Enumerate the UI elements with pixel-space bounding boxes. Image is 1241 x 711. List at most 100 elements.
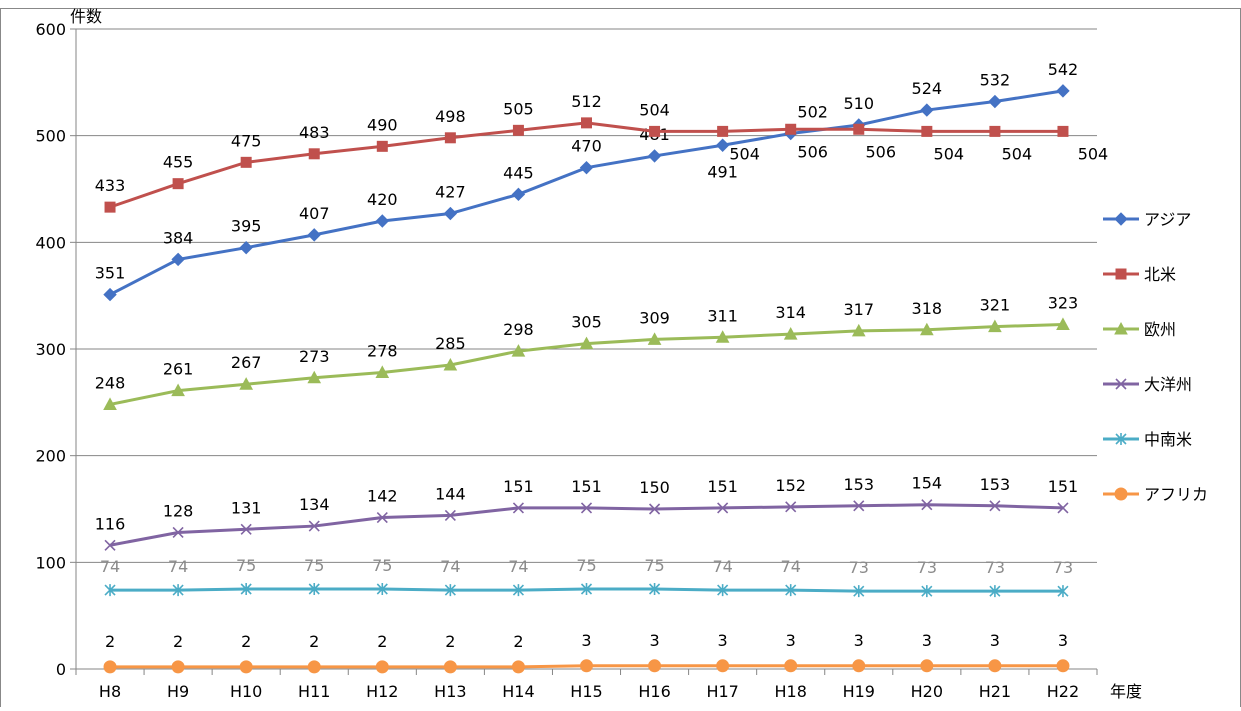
x-axis-title: 年度 [1110, 682, 1142, 701]
data-point [443, 660, 457, 674]
data-point [920, 659, 934, 673]
data-label: 2 [173, 632, 183, 651]
data-label: 384 [163, 228, 194, 247]
data-point [919, 322, 934, 336]
data-label: 151 [571, 477, 602, 496]
data-point [239, 240, 253, 255]
x-tick-label: H8 [99, 682, 121, 701]
data-label: 134 [299, 495, 330, 514]
data-label: 407 [299, 204, 330, 223]
data-label: 153 [843, 475, 874, 494]
x-tick-label: H17 [706, 682, 738, 701]
data-point [988, 94, 1002, 109]
x-tick-label: H14 [502, 682, 534, 701]
data-point [717, 502, 729, 514]
data-point [511, 344, 526, 357]
data-point [376, 583, 388, 595]
data-point [717, 125, 729, 137]
x-tick-label: H10 [230, 682, 262, 701]
data-label: 321 [980, 296, 1011, 315]
data-point [240, 523, 252, 535]
data-label: 512 [571, 92, 602, 111]
data-point [715, 330, 730, 343]
data-point [443, 357, 458, 371]
data-point [103, 397, 117, 410]
data-point [172, 178, 184, 190]
y-tick-label: 200 [35, 447, 66, 466]
data-label: 504 [1078, 144, 1109, 163]
data-point [239, 377, 254, 390]
data-point [717, 584, 729, 597]
data-label: 74 [508, 557, 528, 576]
data-label: 506 [797, 142, 828, 161]
data-label: 151 [707, 477, 738, 496]
data-point [649, 503, 661, 515]
data-point [444, 584, 456, 597]
data-label: 2 [377, 632, 387, 651]
data-label: 3 [581, 631, 591, 650]
data-point [512, 584, 524, 597]
data-label: 3 [990, 631, 1000, 650]
data-label: 524 [912, 79, 943, 98]
data-point [375, 214, 390, 228]
legend-entry: 大洋州 [1144, 375, 1192, 394]
data-point [988, 659, 1002, 673]
data-label: 75 [644, 556, 664, 575]
y-tick-label: 100 [35, 553, 66, 572]
data-point [715, 138, 730, 152]
data-label: 2 [241, 632, 251, 651]
data-point [783, 327, 798, 340]
data-point [921, 125, 933, 137]
data-label: 128 [163, 501, 194, 520]
data-point [853, 585, 865, 598]
data-point [104, 584, 116, 597]
data-point [851, 323, 866, 337]
x-tick-label: H12 [366, 682, 398, 701]
data-point [375, 365, 390, 378]
data-label: 490 [367, 115, 398, 134]
chart-border [0, 8, 1241, 711]
data-point [1057, 502, 1069, 514]
x-tick-label: H13 [434, 682, 466, 701]
data-point [853, 500, 865, 512]
data-point [989, 500, 1001, 512]
data-label: 455 [163, 153, 194, 172]
data-label: 74 [100, 557, 120, 576]
data-label: 510 [843, 94, 874, 113]
data-label: 420 [367, 190, 398, 209]
data-point [853, 123, 865, 135]
data-point [785, 584, 797, 597]
data-label: 74 [440, 557, 460, 576]
data-point [376, 140, 388, 152]
data-point [580, 502, 593, 514]
data-label: 151 [1048, 477, 1079, 496]
data-point [444, 132, 456, 144]
data-label: 2 [445, 632, 455, 651]
data-label: 504 [934, 144, 965, 163]
data-point [512, 124, 524, 136]
data-label: 317 [843, 300, 874, 319]
data-point [989, 125, 1001, 137]
data-label: 491 [707, 162, 738, 181]
legend-entry: 欧州 [1144, 320, 1176, 339]
data-point [1056, 84, 1070, 98]
data-point [1057, 585, 1069, 598]
data-label: 74 [168, 557, 188, 576]
data-label: 498 [435, 107, 466, 126]
data-point [104, 201, 116, 213]
x-tick-label: H19 [843, 682, 875, 701]
legend-entry: 中南米 [1144, 430, 1192, 449]
data-label: 150 [639, 478, 670, 497]
data-point [104, 539, 116, 551]
data-label: 542 [1048, 60, 1079, 79]
legend-marker [1114, 321, 1128, 335]
data-label: 273 [299, 347, 330, 366]
data-point [579, 336, 594, 350]
data-label: 75 [576, 556, 596, 575]
data-point [989, 585, 1001, 598]
data-label: 154 [912, 474, 943, 493]
data-label: 470 [571, 137, 602, 156]
x-tick-label: H22 [1047, 682, 1079, 701]
data-label: 445 [503, 163, 534, 182]
data-point [921, 499, 933, 511]
